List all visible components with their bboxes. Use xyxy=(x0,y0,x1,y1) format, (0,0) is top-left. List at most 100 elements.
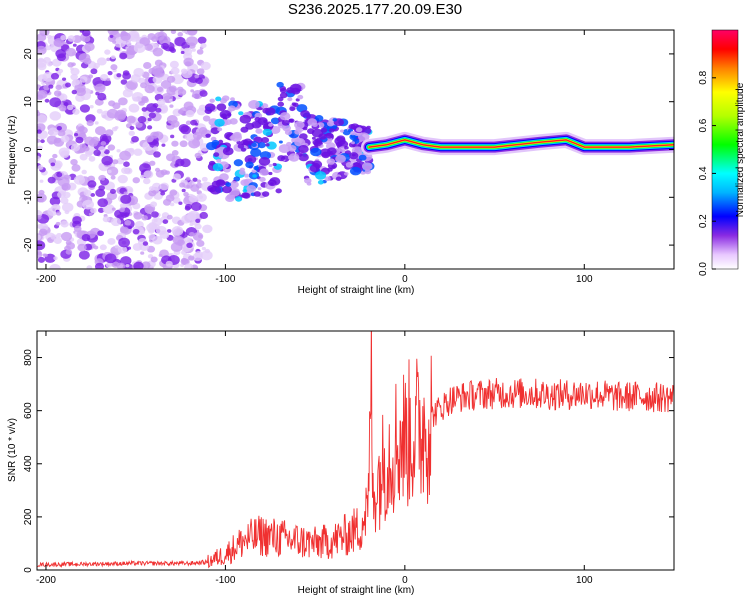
spectral-blob xyxy=(55,221,61,226)
colorbar-gradient xyxy=(711,29,739,270)
spectral-blob xyxy=(50,162,56,167)
spectral-blob xyxy=(37,114,48,124)
spectral-blob xyxy=(189,231,195,237)
spectral-blob xyxy=(72,43,77,47)
spectral-blob xyxy=(116,73,122,78)
spectral-blob xyxy=(132,96,139,102)
spectral-blob xyxy=(152,75,163,84)
spectral-blob xyxy=(161,143,166,147)
spectral-blob xyxy=(150,201,158,208)
snr-axes: -200 -100 0 100 0 200 400 600 800 xyxy=(23,331,674,586)
spectral-blob xyxy=(230,97,235,101)
spectral-blob xyxy=(177,109,184,115)
spectral-blob xyxy=(60,135,70,143)
spectral-blob xyxy=(192,131,203,140)
spectral-blob xyxy=(63,102,69,106)
spectral-blob xyxy=(177,88,187,96)
spectral-blob xyxy=(111,207,116,211)
spectral-blob xyxy=(143,62,152,70)
spectral-blob xyxy=(60,150,70,159)
spectral-blob xyxy=(358,154,367,161)
spectral-blob xyxy=(93,149,101,156)
spectral-blob xyxy=(222,147,234,156)
spectral-blob xyxy=(345,162,354,168)
spectral-blob xyxy=(44,98,50,103)
spectral-blob xyxy=(364,169,372,175)
spectral-blob xyxy=(259,168,269,176)
colorbar-tick-label: 0.0 xyxy=(698,262,709,276)
spectral-blob xyxy=(251,120,262,129)
spectral-blob xyxy=(317,180,324,185)
spectral-blob xyxy=(159,182,170,191)
spectral-blob xyxy=(241,192,250,199)
plot-frame xyxy=(36,330,675,571)
spectral-blob xyxy=(37,129,42,134)
spectral-blob xyxy=(79,104,91,113)
spectral-blob xyxy=(47,34,53,40)
y-tick-label: 10 xyxy=(23,96,34,108)
spectral-blob xyxy=(49,111,62,121)
spectral-blob xyxy=(119,150,131,161)
spectral-blob xyxy=(196,179,202,184)
spectral-blob xyxy=(253,191,261,197)
spectral-blob xyxy=(70,67,80,76)
spectral-blob xyxy=(65,47,77,57)
spectral-blob xyxy=(270,117,280,125)
spectral-blob xyxy=(133,211,143,220)
spectral-blob xyxy=(131,135,139,143)
spectral-blob xyxy=(51,58,62,67)
spectral-blob xyxy=(119,202,127,209)
spectral-blob xyxy=(181,214,192,224)
colorbar-tick-label: 0.6 xyxy=(698,118,709,132)
spectral-blob xyxy=(37,215,42,220)
spectral-blob xyxy=(238,111,244,116)
colorbar: 0.0 0.2 0.4 0.6 0.8 Normalized spectral ampl… xyxy=(698,29,746,276)
spectral-blob xyxy=(180,125,192,135)
spectral-blob xyxy=(61,231,73,242)
y-tick-label: 0 xyxy=(23,146,34,152)
spectral-blob xyxy=(37,111,41,117)
spectral-blob xyxy=(326,120,335,127)
spectral-blob xyxy=(65,249,73,255)
spectral-blob xyxy=(133,261,144,269)
spectral-blob xyxy=(279,88,287,94)
colorbar-tick-label: 0.2 xyxy=(698,214,709,228)
spectral-blob xyxy=(38,228,48,237)
spectral-blob xyxy=(318,133,327,140)
spectral-blob xyxy=(278,144,291,154)
spectral-blob xyxy=(37,250,43,259)
spectral-blob xyxy=(137,116,147,124)
spectral-blob xyxy=(171,74,184,85)
spectral-blob xyxy=(37,45,47,55)
spectral-blob xyxy=(235,196,243,202)
spectral-blob xyxy=(119,52,128,60)
spectral-blob xyxy=(321,151,331,159)
spectral-blob xyxy=(57,92,62,96)
spectral-blob xyxy=(61,107,66,112)
spectral-blob xyxy=(327,147,337,155)
spectral-blob xyxy=(129,125,135,130)
spectral-blob xyxy=(314,114,324,122)
spectral-blob xyxy=(159,230,170,239)
spectral-blob xyxy=(143,170,154,179)
spectral-blob xyxy=(115,43,120,48)
spectral-blob xyxy=(122,72,132,80)
spectral-blob xyxy=(183,57,194,67)
spectral-blob xyxy=(105,129,114,137)
x-tick-label: -200 xyxy=(36,575,56,586)
spectral-blob xyxy=(194,74,200,79)
spectral-blob xyxy=(54,137,61,144)
snr-series-line xyxy=(37,331,674,569)
spectral-blob xyxy=(261,137,270,144)
x-axis-label: Height of straight line (km) xyxy=(298,285,415,296)
spectral-blob xyxy=(157,98,166,106)
spectral-blob xyxy=(269,182,274,186)
spectral-blob xyxy=(213,152,220,157)
spectral-blob xyxy=(133,148,143,156)
x-tick-label: 0 xyxy=(402,274,408,285)
spectral-blob xyxy=(215,96,222,102)
spectral-blob xyxy=(94,83,106,93)
spectral-blob xyxy=(324,176,331,182)
spectral-blob xyxy=(230,133,242,142)
spectral-blob xyxy=(135,121,143,128)
